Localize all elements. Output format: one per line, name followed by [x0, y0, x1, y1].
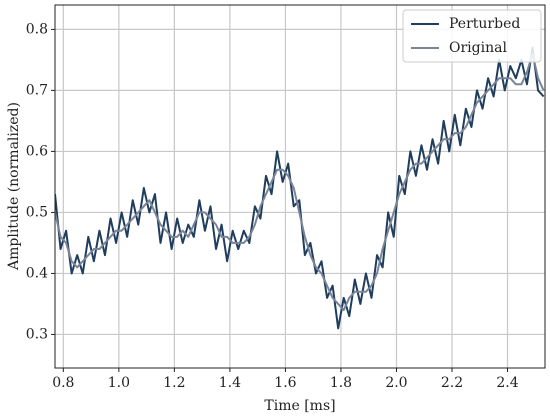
line-series — [55, 46, 545, 330]
x-tick-label: 2.2 — [441, 375, 463, 391]
x-tick-label: 1.2 — [163, 375, 185, 391]
y-tick-label: 0.8 — [26, 21, 48, 37]
x-tick-label: 1.6 — [274, 375, 296, 391]
line-series — [55, 52, 545, 312]
legend-label: Original — [449, 40, 507, 56]
y-tick-label: 0.7 — [26, 82, 48, 98]
y-tick-label: 0.6 — [26, 143, 48, 159]
x-tick-label: 1.4 — [219, 375, 241, 391]
legend-label: Perturbed — [449, 16, 520, 32]
plot-frame — [54, 4, 546, 369]
y-tick-label: 0.3 — [26, 326, 48, 342]
x-tick-label: 1.8 — [330, 375, 352, 391]
x-axis-label: Time [ms] — [264, 398, 335, 414]
x-tick-label: 2.0 — [385, 375, 407, 391]
y-tick-label: 0.4 — [26, 265, 48, 281]
y-axis-label: Amplitude (normalized) — [6, 102, 22, 271]
y-tick-label: 0.5 — [26, 204, 48, 220]
x-tick-label: 1.0 — [108, 375, 130, 391]
x-tick-label: 0.8 — [52, 375, 74, 391]
x-tick-label: 2.4 — [496, 375, 518, 391]
